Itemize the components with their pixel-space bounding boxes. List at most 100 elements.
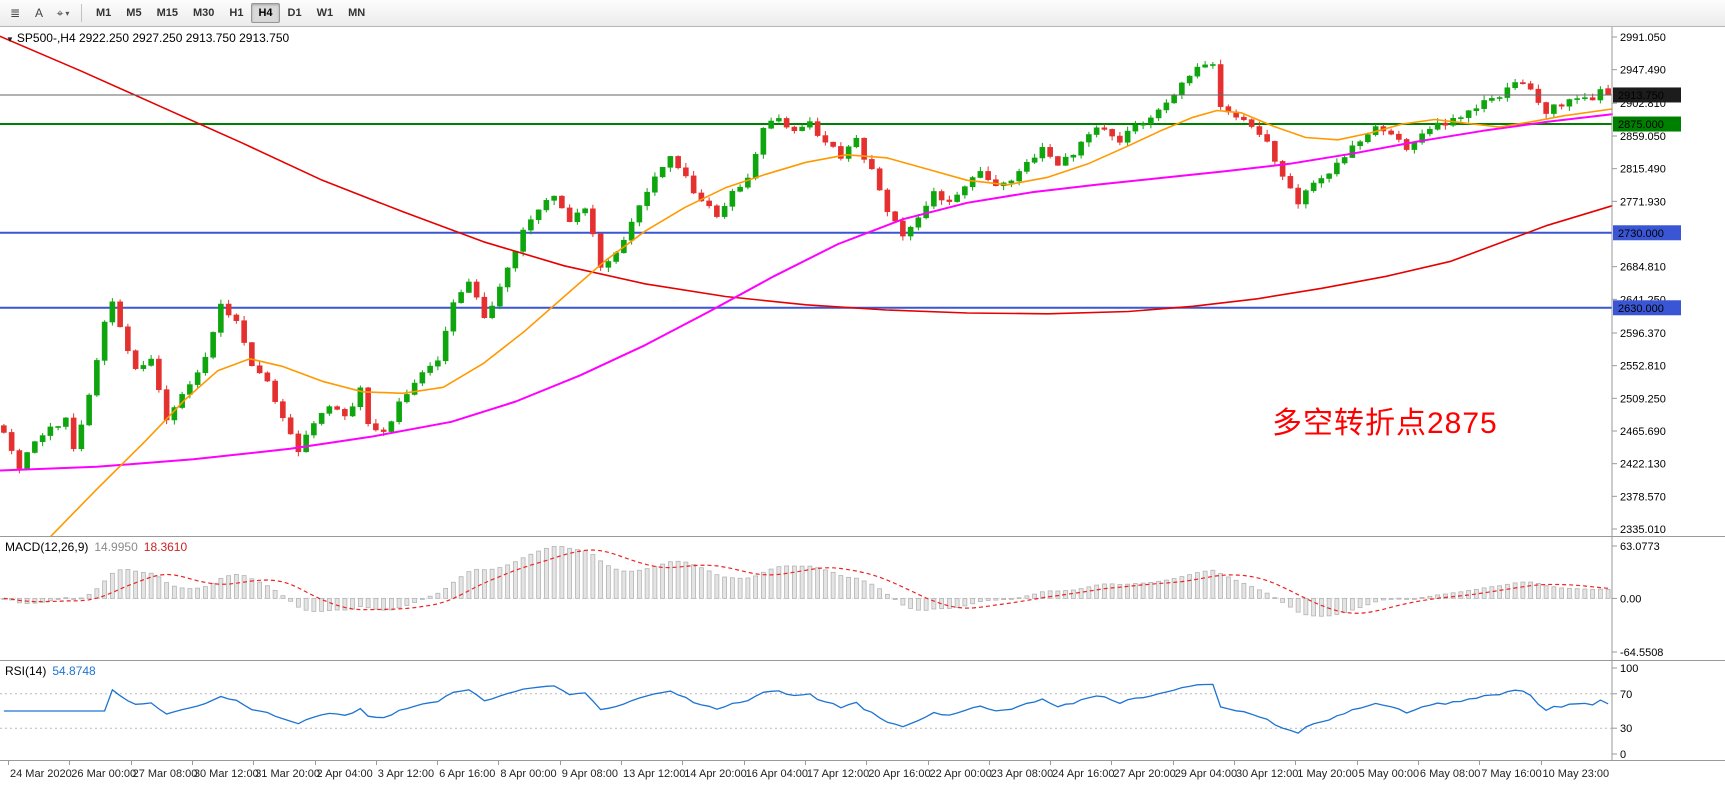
time-axis-label: 22 Apr 00:00 [929,768,992,780]
toolbar: ≣ A ⌖ ▾ M1 M5 M15 M30 H1 H4 D1 W1 MN [0,0,1725,27]
time-axis-label: 8 Apr 00:00 [500,768,557,780]
timeframe-group: M1 M5 M15 M30 H1 H4 D1 W1 MN [89,3,372,23]
time-axis-tick [8,761,9,765]
time-axis-label: 7 May 16:00 [1481,768,1542,780]
time-axis-label: 20 Apr 16:00 [868,768,931,780]
time-axis-tick [1234,761,1235,765]
timeframe-button-d1[interactable]: D1 [287,7,302,19]
time-axis-label: 16 Apr 04:00 [745,768,808,780]
timeframe-button-w1[interactable]: W1 [316,7,334,19]
time-axis-tick [927,761,929,765]
time-axis[interactable]: 24 Mar 2020 26 Mar 00:00 27 Mar 08:00 30 Ma… [0,761,1725,790]
svg-text:2875.000: 2875.000 [1618,119,1664,131]
time-axis-label: 24 Apr 16:00 [1052,768,1115,780]
price-axis-label: 2859.050 [1620,131,1666,143]
rsi-value: 54.8748 [52,664,96,678]
timeframe-button-mn[interactable]: MN [348,7,366,19]
time-axis-tick [437,761,439,765]
time-axis-label: 26 Mar 00:00 [71,768,137,780]
price-axis-label: 2378.570 [1620,491,1666,503]
rsi-panel[interactable]: 100 70 30 0 [0,661,1725,761]
svg-text:2730.000: 2730.000 [1618,228,1664,240]
time-axis-label: 3 Apr 12:00 [377,768,435,780]
macd-signal-value: 18.3610 [143,540,188,554]
price-axis-label: 2596.370 [1620,328,1666,340]
price-axis-label: 2509.250 [1620,393,1666,405]
rsi-axis-label: 70 [1620,689,1632,701]
time-axis-label: 1 May 20:00 [1297,768,1358,780]
fast-ma-line [49,108,1613,537]
macd-axis-label: -64.5508 [1620,647,1663,659]
macd-label: MACD(12,26,9) 14.9950 18.3610 [5,540,193,554]
time-axis-label: 13 Apr 12:00 [623,768,686,780]
drawing-tools-icon: ⌖ [56,5,64,20]
price-badge: 2913.750 [1613,87,1681,103]
text-label-icon[interactable]: A [34,6,43,20]
time-axis-label: 27 Apr 20:00 [1113,768,1176,780]
price-badge: 2730.000 [1613,225,1681,241]
timeframe-button-m30[interactable]: M30 [192,7,215,19]
macd-histogram [1,545,1611,617]
timeframe-button-m15[interactable]: M15 [156,7,178,19]
time-axis-tick [1172,761,1174,765]
time-axis-label: 23 Apr 08:00 [990,768,1054,780]
price-axis-label: 2815.490 [1620,164,1666,176]
rsi-label: RSI(14) 54.8748 [5,664,102,678]
price-axis-label: 2991.050 [1620,32,1666,44]
price-chart[interactable]: 2991.0502947.4902902.8102859.0502815.490… [0,27,1725,537]
time-axis-label: 14 Apr 20:00 [684,768,747,780]
price-axis-label: 2947.490 [1620,65,1666,77]
price-axis-label: 2684.810 [1620,262,1666,274]
time-axis-tick [130,761,132,765]
rsi-axis-label: 30 [1620,723,1632,735]
time-axis-tick [498,761,500,765]
chevron-down-icon: ▾ [65,8,70,18]
collapse-arrow-icon[interactable]: ▼ [6,35,14,44]
time-axis-tick [1417,761,1419,765]
macd-panel[interactable]: 63.0773 0.00 -64.5508 [0,537,1725,661]
price-axis-label: 2335.010 [1620,524,1666,536]
time-axis-tick [191,761,193,765]
macd-axis-label: 63.0773 [1620,541,1660,553]
macd-indicator-name: MACD(12,26,9) [5,540,89,554]
mid-ma-line [0,113,1613,472]
slow-ma-line [0,35,1613,315]
time-axis-tick [314,761,316,765]
time-axis-tick [682,761,684,765]
time-axis-tick [69,761,71,765]
time-axis-tick [559,761,561,765]
timeframe-button-m5[interactable]: M5 [126,7,142,19]
rsi-line [3,683,1609,734]
time-axis-label: 17 Apr 12:00 [806,768,870,780]
time-axis-tick [375,761,377,765]
time-axis-tick [1479,761,1481,765]
time-axis-label: 31 Mar 20:00 [255,768,321,780]
time-axis-tick [621,761,622,765]
timeframe-button-h1[interactable]: H1 [229,7,244,19]
price-badge: 2630.000 [1613,300,1681,316]
time-axis-tick [1540,761,1542,765]
rsi-axis-label: 0 [1620,749,1626,761]
rsi-indicator-name: RSI(14) [5,664,47,678]
timeframe-button-m1[interactable]: M1 [96,7,112,19]
menu-icon[interactable]: ≣ [9,6,21,20]
price-axis-label: 2465.690 [1620,426,1666,438]
drawing-tools-button[interactable]: ⌖ ▾ [52,3,74,24]
price-axis-label: 2552.810 [1620,361,1666,373]
timeframe-button-h4[interactable]: H4 [251,3,280,23]
time-axis-tick [804,761,806,765]
macd-axis-label: 0.00 [1620,593,1641,605]
time-axis-label: 29 Apr 04:00 [1174,768,1238,780]
svg-text:2913.750: 2913.750 [1618,90,1664,102]
toolbar-separator [81,4,82,22]
time-axis-label: 10 May 23:00 [1542,768,1610,780]
time-axis-label: 6 May 08:00 [1419,768,1481,780]
price-axis-label: 2422.130 [1620,459,1666,471]
macd-main-value: 14.9950 [94,540,138,554]
time-axis-tick [988,761,990,765]
time-axis-label: 24 Mar 2020 [10,768,72,780]
time-axis-tick [1050,761,1052,765]
chart-text-object[interactable]: 多空转折点2875 [1272,407,1498,440]
time-axis-tick [866,761,868,765]
rsi-axis-label: 100 [1620,663,1638,675]
